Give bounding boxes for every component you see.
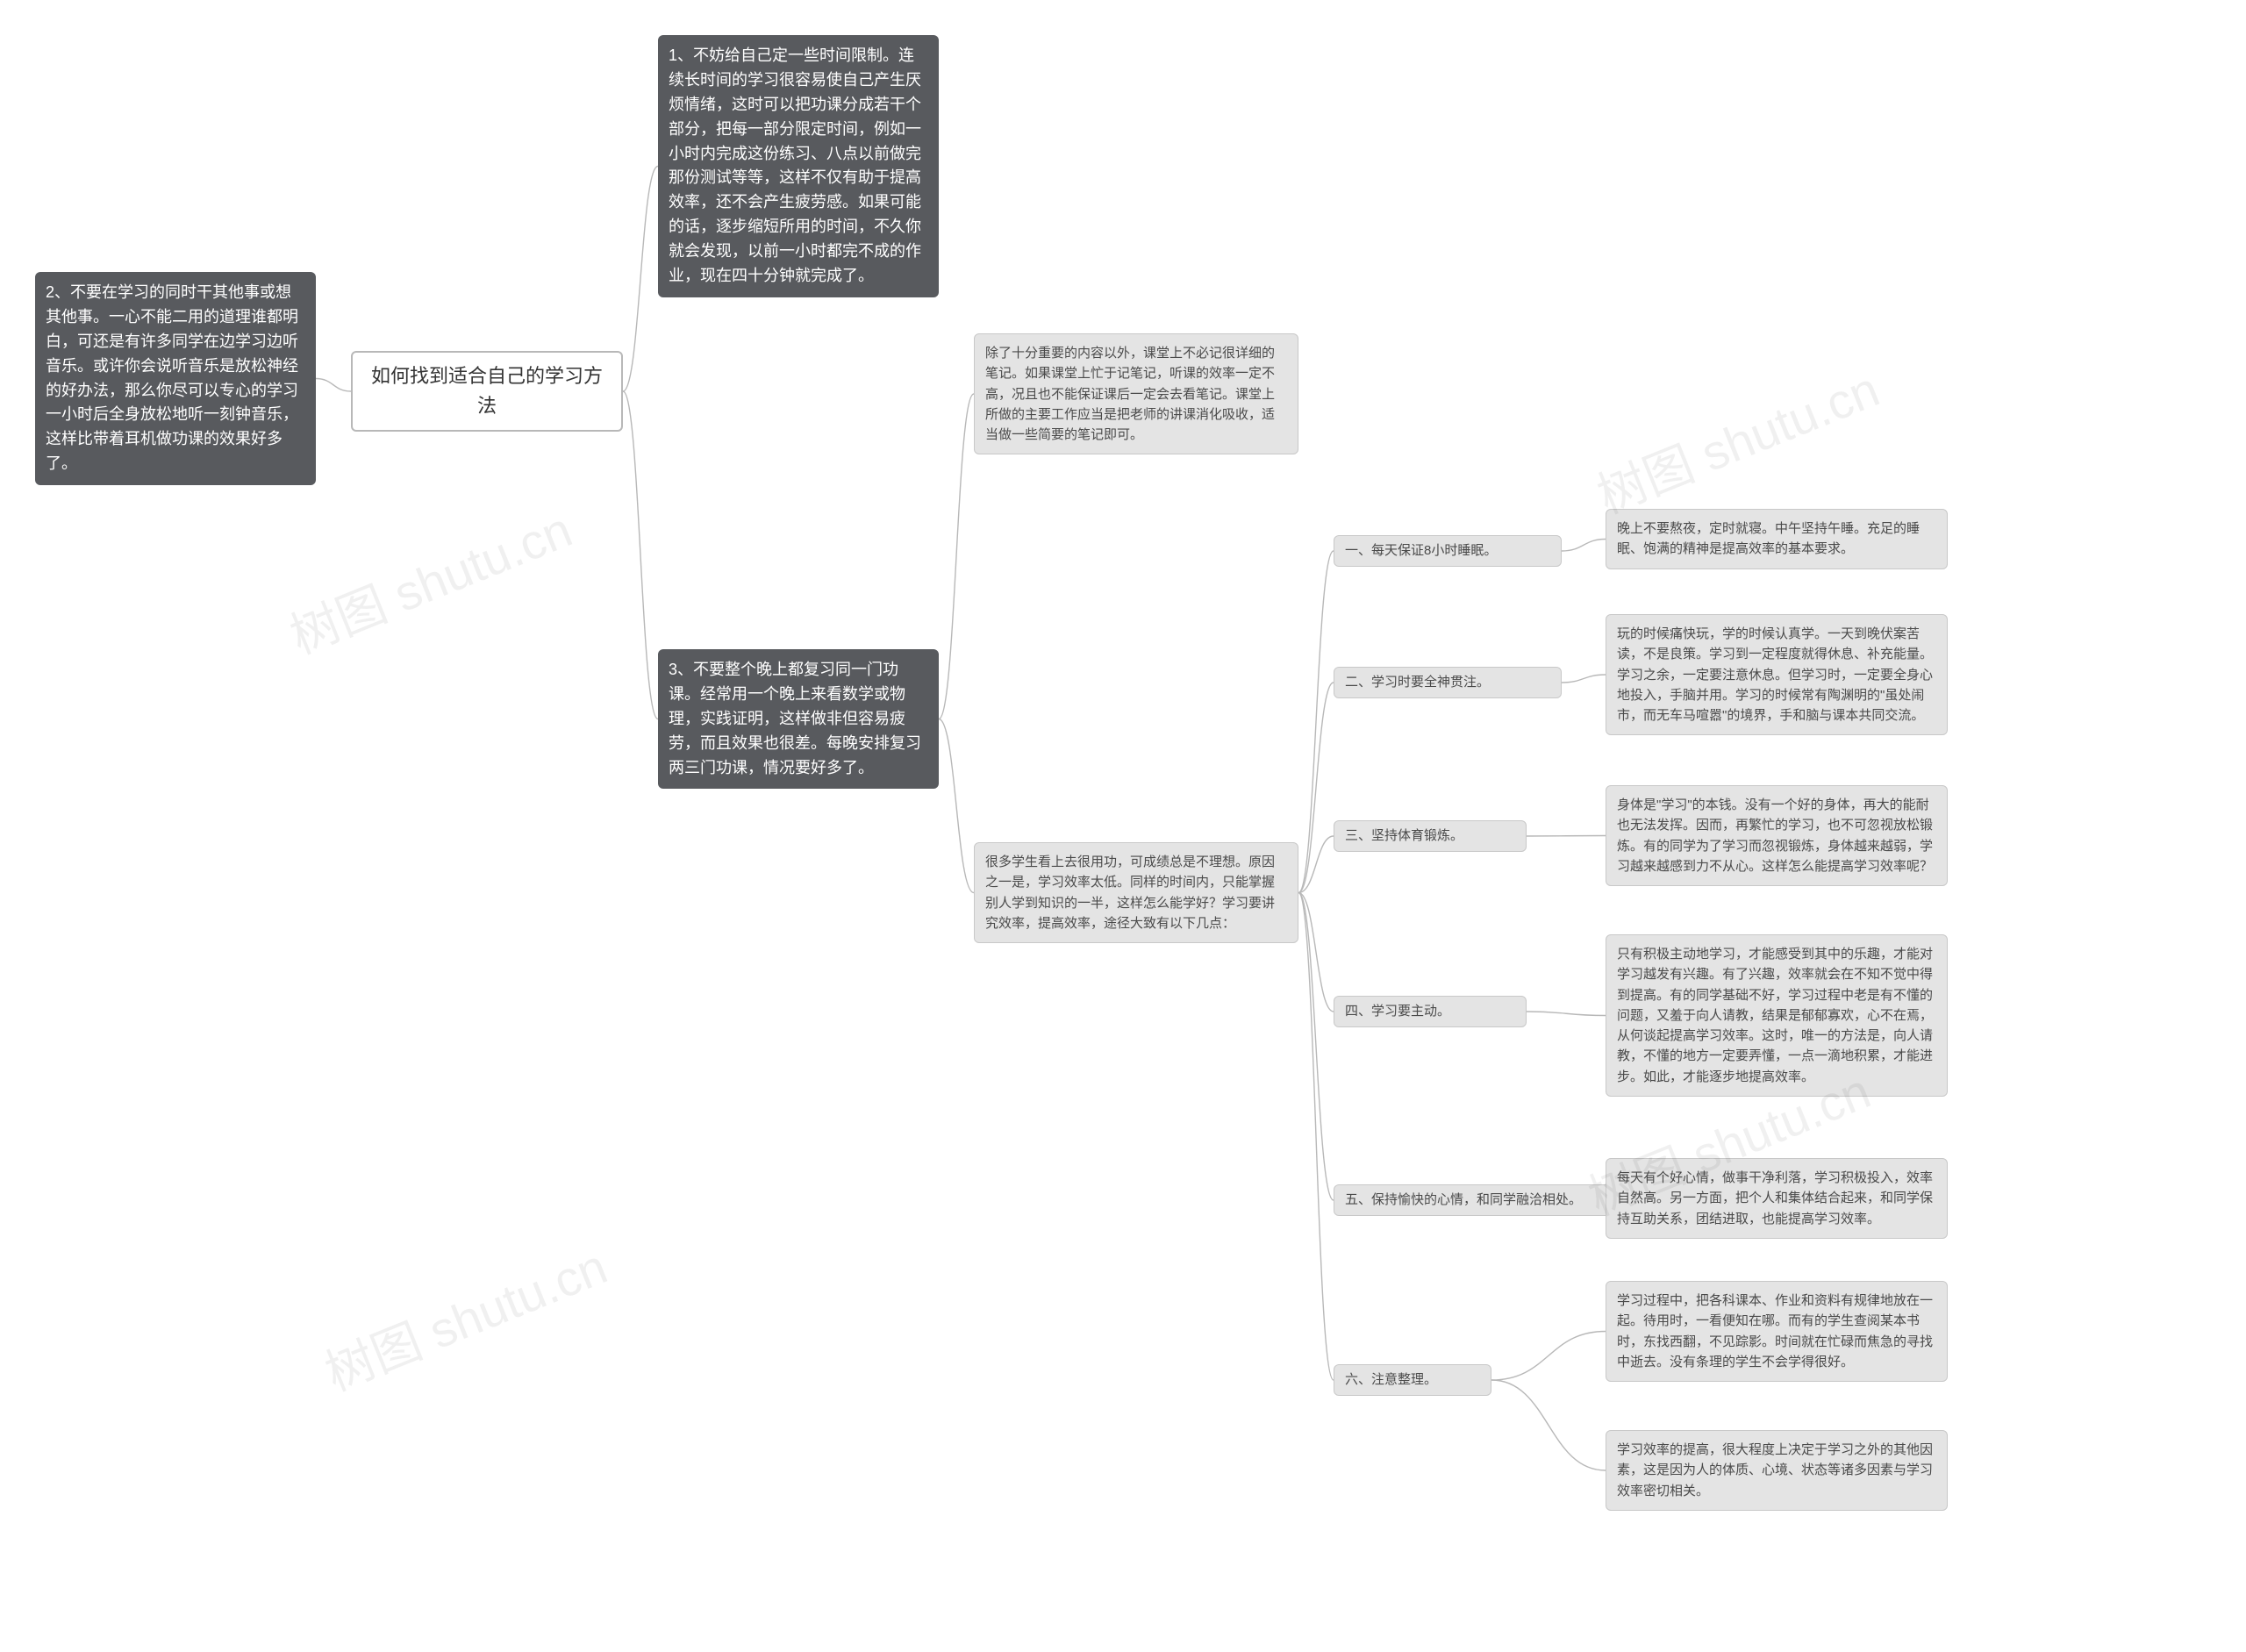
node-p1-detail: 晚上不要熬夜，定时就寝。中午坚持午睡。充足的睡眠、饱满的精神是提高效率的基本要求… (1606, 509, 1948, 569)
node-tip3: 3、不要整个晚上都复习同一门功课。经常用一个晚上来看数学或物理，实践证明，这样做… (658, 649, 939, 789)
node-p6-detail-a: 学习过程中，把各科课本、作业和资料有规律地放在一起。待用时，一看便知在哪。而有的… (1606, 1281, 1948, 1382)
node-notes: 除了十分重要的内容以外，课堂上不必记很详细的笔记。如果课堂上忙于记笔记，听课的效… (974, 333, 1298, 454)
node-p2-label: 二、学习时要全神贯注。 (1334, 667, 1562, 698)
watermark: 树图 shutu.cn (313, 1227, 616, 1405)
node-p2-detail: 玩的时候痛快玩，学的时候认真学。一天到晚伏案苦读，不是良策。学习到一定程度就得休… (1606, 614, 1948, 735)
node-root: 如何找到适合自己的学习方法 (351, 351, 623, 432)
node-p1-label: 一、每天保证8小时睡眠。 (1334, 535, 1562, 567)
node-p3-detail: 身体是"学习"的本钱。没有一个好的身体，再大的能耐也无法发挥。因而，再繁忙的学习… (1606, 785, 1948, 886)
node-tip2: 2、不要在学习的同时干其他事或想其他事。一心不能二用的道理谁都明白，可还是有许多… (35, 272, 316, 485)
node-p5-label: 五、保持愉快的心情，和同学融洽相处。 (1334, 1184, 1649, 1216)
node-p3-label: 三、坚持体育锻炼。 (1334, 820, 1527, 852)
watermark: 树图 shutu.cn (1585, 350, 1888, 527)
watermark: 树图 shutu.cn (278, 490, 581, 668)
node-p4-label: 四、学习要主动。 (1334, 996, 1527, 1027)
node-p4-detail: 只有积极主动地学习，才能感受到其中的乐趣，才能对学习越发有兴趣。有了兴趣，效率就… (1606, 934, 1948, 1097)
node-p6-detail-b: 学习效率的提高，很大程度上决定于学习之外的其他因素，这是因为人的体质、心境、状态… (1606, 1430, 1948, 1511)
node-eff-intro: 很多学生看上去很用功，可成绩总是不理想。原因之一是，学习效率太低。同样的时间内，… (974, 842, 1298, 943)
node-p6-label: 六、注意整理。 (1334, 1364, 1491, 1396)
node-tip1: 1、不妨给自己定一些时间限制。连续长时间的学习很容易使自己产生厌烦情绪，这时可以… (658, 35, 939, 297)
node-p5-detail: 每天有个好心情，做事干净利落，学习积极投入，效率自然高。另一方面，把个人和集体结… (1606, 1158, 1948, 1239)
